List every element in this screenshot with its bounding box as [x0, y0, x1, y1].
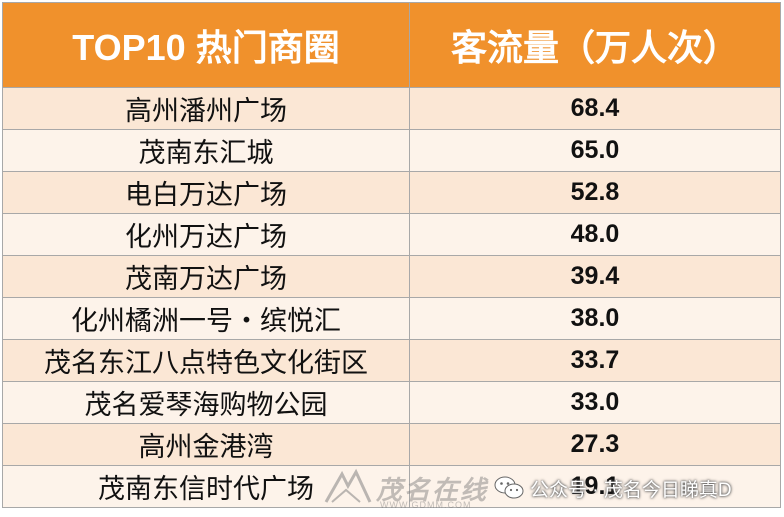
visitor-count: 38.0 — [409, 297, 781, 340]
visitor-count: 48.0 — [409, 213, 781, 256]
mall-name: 高州潘州广场 — [2, 87, 410, 130]
visitor-count: 27.3 — [409, 423, 781, 466]
table-row: 茂南东汇城 65.0 — [2, 129, 781, 172]
header-visitor-flow: 客流量（万人次） — [409, 2, 781, 88]
wechat-icon — [494, 476, 524, 499]
visitor-count: 65.0 — [409, 129, 781, 172]
wechat-account-label: 公众号 · 茂名今日睇真D — [530, 479, 732, 501]
site-logo-icon — [324, 468, 372, 503]
mall-name: 电白万达广场 — [2, 171, 410, 214]
visitor-count: 19.1 — [409, 465, 781, 508]
table-row: 茂南东信时代广场 19.1 — [2, 465, 781, 508]
mall-name: 化州橘洲一号・缤悦汇 — [2, 297, 410, 340]
ranking-table: TOP10 热门商圈 客流量（万人次） 高州潘州广场 68.4 茂南东汇城 65… — [2, 2, 781, 508]
table-row: 电白万达广场 52.8 — [2, 171, 781, 214]
table-row: 茂名东江八点特色文化街区 33.7 — [2, 339, 781, 382]
wechat-account-tag: 公众号 · 茂名今日睇真D — [494, 472, 732, 504]
table-row: 化州橘洲一号・缤悦汇 38.0 — [2, 297, 781, 340]
table-row: 茂南万达广场 39.4 — [2, 255, 781, 298]
visitor-count: 68.4 — [409, 87, 781, 130]
header-mall-name: TOP10 热门商圈 — [2, 2, 410, 88]
table-row: 高州潘州广场 68.4 — [2, 87, 781, 130]
table-row: 高州金港湾 27.3 — [2, 423, 781, 466]
watermark-url: WWW.GDMM.COM — [380, 500, 472, 510]
visitor-count: 33.0 — [409, 381, 781, 424]
table-header-row: TOP10 热门商圈 客流量（万人次） — [2, 2, 781, 88]
watermark-logo-text: 茂名在线 — [376, 475, 489, 505]
mall-name: 茂名东江八点特色文化街区 — [2, 339, 410, 382]
table-row: 茂名爱琴海购物公园 33.0 — [2, 381, 781, 424]
mall-name: 化州万达广场 — [2, 213, 410, 256]
mall-name: 高州金港湾 — [2, 423, 410, 466]
mall-name: 茂南万达广场 — [2, 255, 410, 298]
table-row: 化州万达广场 48.0 — [2, 213, 781, 256]
mall-name: 茂名爱琴海购物公园 — [2, 381, 410, 424]
visitor-count: 33.7 — [409, 339, 781, 382]
visitor-count: 52.8 — [409, 171, 781, 214]
mall-name: 茂南东汇城 — [2, 129, 410, 172]
visitor-count: 39.4 — [409, 255, 781, 298]
site-watermark: 茂名在线 WWW.GDMM.COM — [322, 468, 492, 512]
